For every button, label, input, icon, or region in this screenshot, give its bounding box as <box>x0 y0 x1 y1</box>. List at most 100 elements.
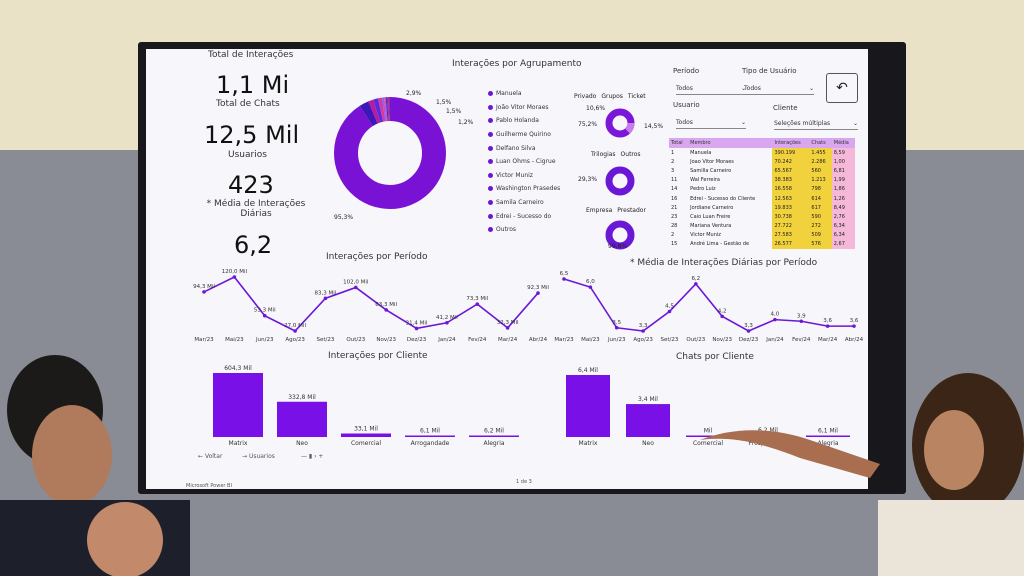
table-cell: 1,00 <box>831 157 855 167</box>
interacoes-cliente-chart[interactable]: 604,3 Mil Matrix 332,8 Mil Neo 33,1 Mil Comer… <box>206 361 526 447</box>
legend-item[interactable]: Manuela <box>488 87 560 101</box>
filter-cliente-dropdown[interactable]: Seleções múltiplas ⌄ <box>774 117 858 130</box>
legend-item[interactable]: Washington Prasedes <box>488 182 560 196</box>
legend-item[interactable]: Guilherme Quirino <box>488 128 560 142</box>
legend-item[interactable]: Pablo Holanda <box>488 114 560 128</box>
table-cell: 798 <box>809 184 832 194</box>
kpi-value-interacoes: 1,1 Mi <box>216 71 290 99</box>
filter-tipo-label: Tipo de Usuário <box>742 67 797 75</box>
legend-item[interactable]: Edrei - Sucesso do <box>488 209 560 223</box>
data-label: Mil <box>704 428 713 435</box>
col-header[interactable]: Média <box>831 138 855 148</box>
kpi-label-chats: Total de Chats <box>216 99 280 109</box>
table-cell: Mariana Ventura <box>690 223 732 230</box>
legend-dot <box>488 172 493 178</box>
table-row[interactable]: 14 Pedro Luiz 16.558 798 1,86 <box>669 184 855 194</box>
table-row[interactable]: 23 Caio Luan Freire 30.738 590 2,76 <box>669 212 855 222</box>
legend-item[interactable]: Samila Carneiro <box>488 196 560 210</box>
table-cell: 19.833 <box>772 203 810 213</box>
donut-label-3: 1,5% <box>446 108 462 115</box>
agrupamento-legend: Manuela João Vitor Moraes Pablo Holanda … <box>488 87 560 237</box>
data-point <box>720 314 724 319</box>
legend-dot <box>488 159 493 165</box>
table-cell: 38.383 <box>772 175 810 185</box>
col-header[interactable]: Chats <box>809 138 832 148</box>
data-point <box>414 326 419 331</box>
kpi-value-usuarios: 12,5 Mil <box>204 121 300 149</box>
data-point <box>614 325 619 330</box>
data-label: 332,8 Mil <box>288 394 316 401</box>
table-cell: Victor Muniz <box>690 232 721 239</box>
x-tick-label: Fev/24 <box>468 337 487 343</box>
data-point <box>202 290 206 294</box>
agrupamento-donut[interactable] <box>332 95 448 211</box>
table-cell: 26.577 <box>772 239 810 250</box>
col-header[interactable]: Membro <box>688 138 773 148</box>
table-cell: 614 <box>809 193 832 204</box>
mini-legend-3: Empresa Prestador <box>586 207 646 214</box>
undo-arrow-icon: ↶ <box>836 80 848 96</box>
nav-voltar[interactable]: ← Voltar <box>198 453 223 460</box>
zoom-controls[interactable]: — ▮ › + <box>301 453 324 460</box>
mini-legend-2: Trilogias Outros <box>591 151 641 158</box>
kpi-label-usuarios: Usuarios <box>228 150 267 160</box>
legend-dot <box>488 145 493 151</box>
x-tick-label: Comercial <box>351 440 381 447</box>
back-button[interactable]: ↶ <box>826 73 858 103</box>
table-cell: Caio Luan Freire <box>690 213 731 220</box>
data-label: 102,0 Mil <box>343 279 369 285</box>
table-cell: 2,76 <box>831 212 855 222</box>
table-row[interactable]: 16 Edrei - Sucesso do Cliente 12.563 614 1,2… <box>669 193 855 204</box>
col-header[interactable]: Interações <box>772 138 810 148</box>
mini-donut-1[interactable] <box>604 107 636 139</box>
legend-item[interactable]: Outros <box>488 223 560 237</box>
table-row[interactable]: 3 Samilla Carneiro 65.567 560 6,81 <box>669 166 855 176</box>
mini-donut-3[interactable] <box>604 219 636 251</box>
legend-item[interactable]: Delfano Silva <box>488 141 560 155</box>
filter-tipo-dropdown[interactable]: Todos ⌄ <box>744 82 814 95</box>
table-row[interactable]: 15 André Lima - Gestão de 26.577 576 2,67 <box>669 239 855 250</box>
col-header[interactable]: Total <box>669 138 689 148</box>
legend-item[interactable]: Luan Ohms - Cigrue <box>488 155 560 169</box>
legend-item[interactable]: Victor Muniz <box>488 169 560 183</box>
x-tick-label: Abr/24 <box>529 337 548 343</box>
table-cell: 3 <box>671 167 675 174</box>
kpi-value-extra: 6,2 <box>234 231 273 259</box>
mini-donut-2[interactable] <box>604 165 636 197</box>
x-tick-label: Comercial <box>693 440 723 447</box>
interacoes-periodo-chart[interactable]: 94,3 Mil Mar/23 120,0 Mil Mai/23 53,3 Mil Jun… <box>186 263 556 343</box>
table-row[interactable]: 2 Joao Vitor Moraes 70.242 2.286 1,00 <box>669 157 855 167</box>
table-row[interactable]: 28 Mariana Ventura 27.722 272 6,34 <box>669 221 855 231</box>
data-point <box>641 329 645 333</box>
data-label: 3,3 <box>744 323 753 329</box>
data-label: 6,0 <box>586 279 595 285</box>
table-row[interactable]: 2 Victor Muniz 27.583 509 6,34 <box>669 230 855 240</box>
data-point <box>852 324 856 328</box>
table-cell: 27.583 <box>772 230 810 240</box>
chats-cliente-chart[interactable]: 6,4 Mil Matrix 3,4 Mil Neo Mil Comercial 6,2 M… <box>558 363 858 447</box>
donut-label-4: 1,2% <box>458 119 474 126</box>
chevron-down-icon: ⌄ <box>740 118 746 126</box>
bar <box>469 435 519 437</box>
table-row[interactable]: 11 Wal Ferreira 38.383 1.213 1,99 <box>669 175 855 185</box>
data-label: 92,3 Mil <box>527 285 549 291</box>
table-row[interactable]: 1 Manuela 390.199 1.455 8,59 <box>669 148 855 158</box>
nav-usuarios[interactable]: → Usuarios <box>242 453 275 460</box>
mini-label-3a: 99,8% <box>608 243 628 250</box>
data-label: 83,3 Mil <box>315 290 337 296</box>
data-label: 4,2 <box>718 308 727 314</box>
data-point <box>746 329 751 333</box>
powerbi-brand: Microsoft Power BI <box>186 483 232 489</box>
media-periodo-chart[interactable]: 6,5 Mar/23 6,0 Mai/23 3,5 Jun/23 3,3 Ago/23 4,5 S… <box>550 267 868 343</box>
filter-usuario-dropdown[interactable]: Todos ⌄ <box>676 116 746 129</box>
data-point <box>505 326 510 330</box>
page-indicator: 1 de 3 <box>516 479 532 485</box>
series-line <box>203 275 539 332</box>
kpi-title-interacoes: Total de Interações <box>208 50 294 60</box>
data-point <box>694 282 698 286</box>
table-row[interactable]: 21 Jordiane Carneiro 19.833 617 8,49 <box>669 203 855 213</box>
legend-item[interactable]: João Vitor Moraes <box>488 101 560 115</box>
table-cell: 15 <box>671 241 678 248</box>
table-cell: 23 <box>671 213 678 220</box>
filter-periodo-dropdown[interactable]: Todos ⌄ <box>676 82 746 95</box>
